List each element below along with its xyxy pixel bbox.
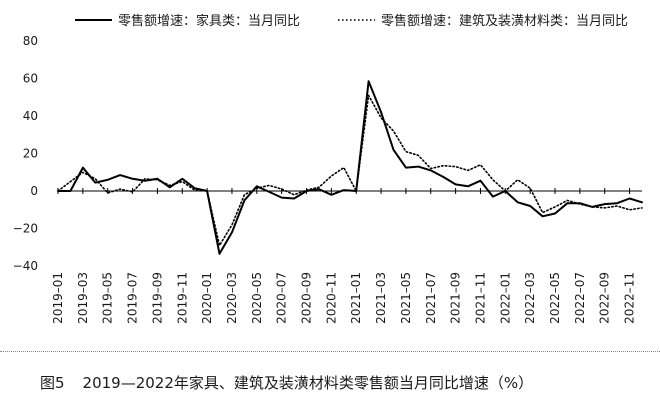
x-tick-label: 2022–07 [573, 272, 587, 324]
line-chart: 零售额增速：家具类：当月同比 零售额增速：建筑及装潢材料类：当月同比 80 60 4… [13, 13, 643, 324]
x-tick-label: 2019–07 [126, 272, 140, 324]
x-tick-label: 2021–07 [424, 272, 438, 324]
x-tick-label: 2019–03 [76, 272, 90, 324]
figure-caption: 图5 2019—2022年家具、建筑及装潢材料类零售额当月同比增速（%） [40, 372, 551, 393]
x-tick-label: 2021–05 [399, 272, 413, 324]
legend: 零售额增速：家具类：当月同比 零售额增速：建筑及装潢材料类：当月同比 [75, 13, 628, 29]
x-tick-label: 2020–05 [250, 272, 264, 324]
plot-area [57, 80, 643, 255]
x-tick-label: 2022–01 [498, 272, 512, 324]
y-tick-label: 40 [23, 109, 38, 123]
x-tick-label: 2021–09 [449, 272, 463, 324]
x-tick-label: 2022–03 [523, 272, 537, 324]
x-tick-label: 2021–11 [473, 272, 487, 324]
x-tick-label: 2019–01 [51, 272, 65, 324]
x-tick-label: 2019–09 [150, 272, 164, 324]
y-axis: 80 60 40 20 0 −20 −40 [13, 34, 38, 273]
y-tick-label: −40 [13, 259, 38, 273]
x-tick-label: 2020–03 [225, 272, 239, 324]
figure-title: 2019—2022年家具、建筑及装潢材料类零售额当月同比增速（%） [82, 374, 534, 392]
x-tick-label: 2022–11 [623, 272, 637, 324]
x-tick-label: 2020–07 [275, 272, 289, 324]
legend-label-furniture: 零售额增速：家具类：当月同比 [118, 13, 300, 29]
y-tick-label: 0 [30, 184, 38, 198]
x-tick-label: 2021–01 [349, 272, 363, 324]
x-tick-label: 2022–09 [598, 272, 612, 324]
caption-separator [0, 351, 660, 352]
x-tick-label: 2020–01 [200, 272, 214, 324]
x-tick-label: 2021–03 [374, 272, 388, 324]
legend-label-building-materials: 零售额增速：建筑及装潢材料类：当月同比 [381, 13, 628, 29]
x-tick-label: 2020–09 [300, 272, 314, 324]
y-tick-label: 80 [23, 34, 38, 48]
x-tick-label: 2022–05 [548, 272, 562, 324]
y-tick-label: −20 [13, 222, 38, 236]
series-line-furniture [57, 80, 643, 255]
x-axis: 2019–01 2019–03 2019–05 2019–07 2019–09 2019–… [51, 188, 637, 324]
y-tick-label: 60 [23, 72, 38, 86]
x-tick-label: 2019–05 [101, 272, 115, 324]
x-tick-label: 2020–11 [324, 272, 338, 324]
series-line-building-materials [57, 94, 643, 247]
figure-label: 图5 [40, 374, 65, 392]
x-tick-label: 2019–11 [175, 272, 189, 324]
y-tick-label: 20 [23, 147, 38, 161]
